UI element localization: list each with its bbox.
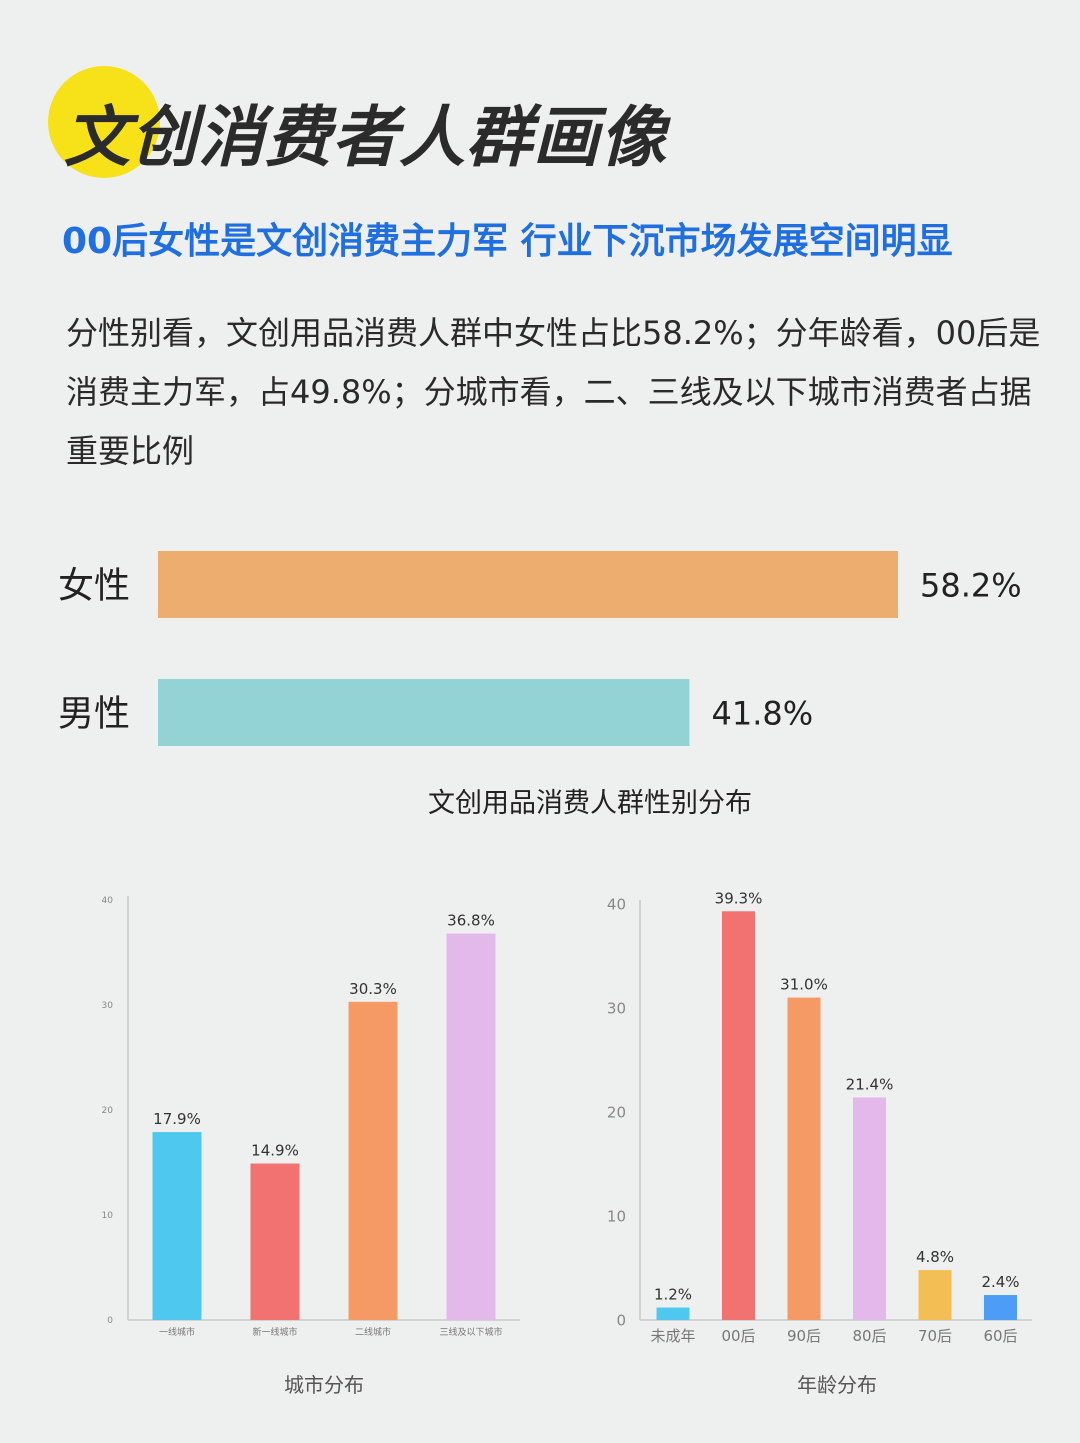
data-label: 21.4%	[846, 1075, 894, 1093]
title-block: 文创消费者人群画像	[48, 66, 808, 186]
bar	[446, 933, 496, 1320]
y-tick-label: 30	[102, 1001, 114, 1011]
bar	[152, 1132, 202, 1320]
gender-value-label: 58.2%	[920, 567, 1022, 605]
data-label: 1.2%	[654, 1286, 692, 1304]
bar	[787, 997, 821, 1320]
data-label: 30.3%	[349, 980, 397, 998]
data-label: 17.9%	[153, 1110, 201, 1128]
y-tick-label: 0	[107, 1316, 113, 1326]
data-label: 39.3%	[715, 889, 763, 907]
gender-bar	[158, 679, 690, 746]
data-label: 36.8%	[447, 912, 495, 930]
y-tick-label: 0	[616, 1311, 626, 1329]
gender-value-label: 41.8%	[711, 695, 813, 733]
gender-bar	[158, 551, 898, 618]
bar	[348, 1001, 398, 1320]
bar	[250, 1163, 300, 1320]
bar	[656, 1307, 690, 1320]
gender-category-label: 男性	[58, 694, 130, 735]
data-label: 2.4%	[981, 1273, 1019, 1291]
x-tick-label: 一线城市	[159, 1326, 195, 1338]
y-tick-label: 20	[607, 1103, 626, 1121]
y-tick-label: 30	[607, 999, 626, 1017]
y-tick-label: 40	[102, 896, 114, 906]
title-highlight-circle	[48, 66, 160, 178]
chart-title: 年龄分布	[797, 1373, 877, 1397]
page-subtitle: 00后女性是文创消费主力军 行业下沉市场发展空间明显	[62, 221, 953, 262]
bar	[984, 1295, 1017, 1320]
page-description: 分性别看，文创用品消费人群中女性占比58.2%；分年龄看，00后是消费主力军，占…	[66, 314, 1041, 470]
y-tick-label: 10	[102, 1211, 114, 1221]
y-tick-label: 40	[607, 895, 626, 913]
bar	[722, 911, 755, 1320]
gender-chart-title: 文创用品消费人群性别分布	[428, 788, 752, 819]
bar	[853, 1097, 886, 1320]
x-tick-label: 80后	[852, 1327, 886, 1345]
x-tick-label: 三线及以下城市	[439, 1326, 502, 1338]
y-tick-label: 20	[102, 1106, 114, 1116]
x-tick-label: 新一线城市	[252, 1326, 297, 1338]
chart-title: 城市分布	[284, 1373, 364, 1397]
x-tick-label: 00后	[721, 1327, 755, 1345]
data-label: 31.0%	[780, 976, 828, 994]
gender-distribution-chart: 女性 58.2% 男性 41.8% 文创用品消费人群性别分布	[58, 551, 1022, 819]
x-tick-label: 70后	[918, 1327, 952, 1345]
page-title: 文创消费者人群画像	[64, 99, 667, 176]
x-tick-label: 未成年	[650, 1327, 695, 1345]
gender-category-label: 女性	[58, 566, 130, 607]
x-tick-label: 二线城市	[355, 1326, 391, 1338]
x-tick-label: 60后	[983, 1327, 1017, 1345]
y-tick-label: 10	[607, 1207, 626, 1225]
data-label: 4.8%	[916, 1248, 954, 1266]
x-tick-label: 90后	[787, 1327, 821, 1345]
data-label: 14.9%	[251, 1142, 299, 1160]
bar	[918, 1270, 952, 1320]
